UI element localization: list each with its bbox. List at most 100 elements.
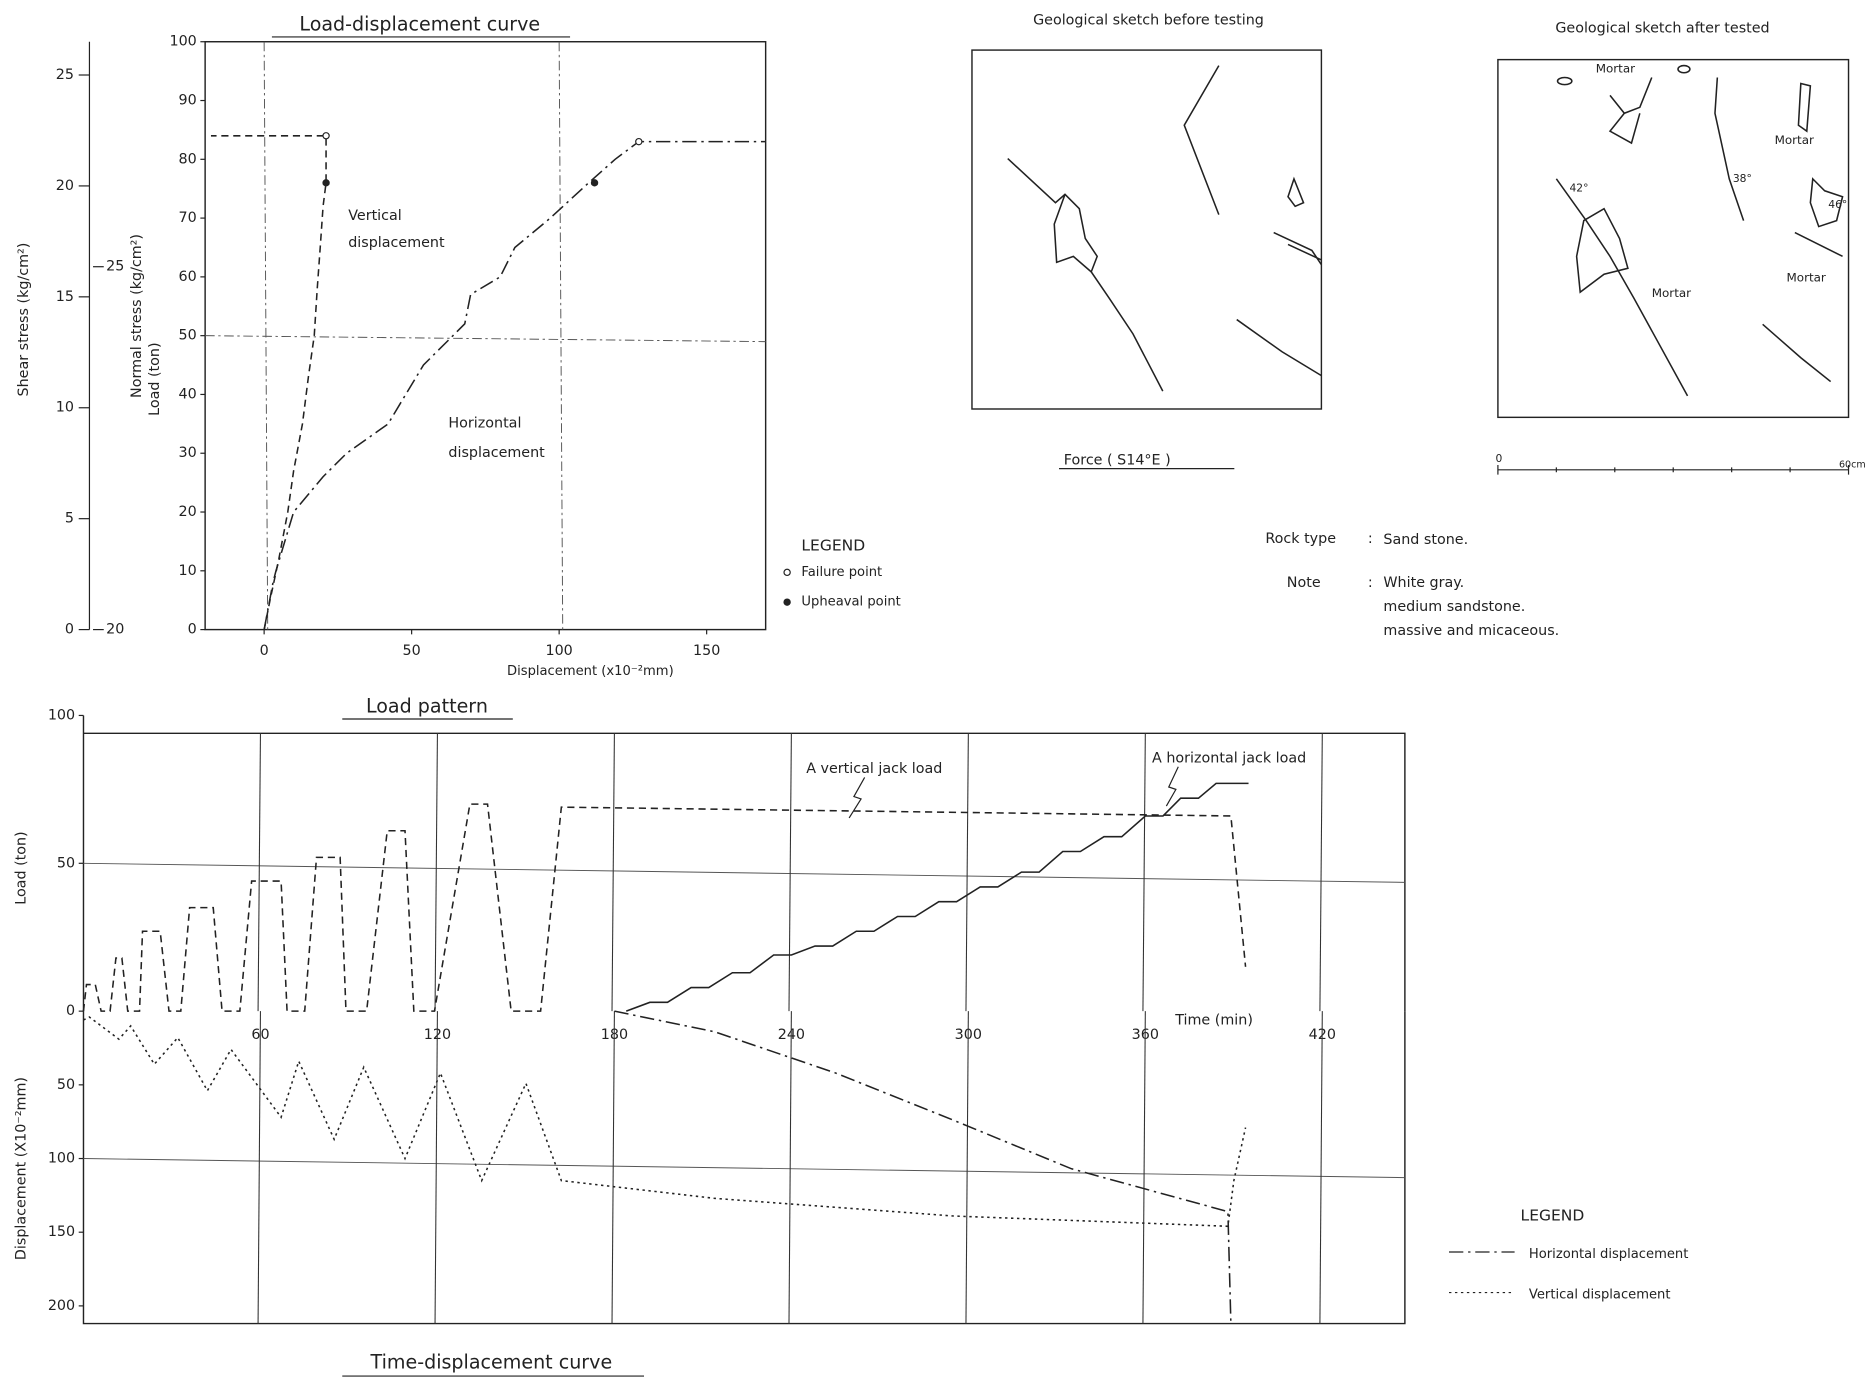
- sketch-frame: [1498, 60, 1849, 418]
- y-tick-label: 0: [188, 622, 197, 638]
- plot-frame: [83, 1011, 1404, 1323]
- point-marker: [323, 180, 329, 186]
- y-tick-label: 50: [57, 1077, 75, 1093]
- y2-tick-label: 5: [65, 511, 74, 527]
- legend-title: LEGEND: [801, 537, 865, 555]
- y-tick-label: 70: [179, 210, 197, 226]
- angle-label: 46°: [1828, 198, 1847, 211]
- y-axis-label: Load (ton): [13, 831, 29, 904]
- legend-label: Horizontal displacement: [1529, 1247, 1688, 1262]
- angle-label: 42°: [1569, 181, 1588, 194]
- y-tick-label: 80: [179, 151, 197, 167]
- page: Geological sketch before testing Force (…: [0, 0, 1870, 1382]
- annotation: A vertical jack load: [806, 761, 942, 777]
- y2-tick-label: 20: [56, 178, 74, 194]
- note-line: White gray.: [1383, 575, 1464, 591]
- point-marker: [323, 133, 329, 139]
- grid-line: [1320, 733, 1322, 1011]
- sketch-frame: [972, 50, 1321, 409]
- grid-line: [83, 1159, 1404, 1178]
- grid-line: [612, 733, 614, 1011]
- data-line: [83, 804, 1245, 1011]
- note-line: massive and micaceous.: [1383, 623, 1559, 639]
- grid-line: [612, 1011, 614, 1323]
- annotation: A horizontal jack load: [1152, 750, 1306, 766]
- y-tick-label: 60: [179, 269, 197, 285]
- legend-label: Failure point: [801, 565, 882, 580]
- grid-line: [789, 1011, 791, 1323]
- grid-line: [205, 336, 766, 342]
- angle-label: 38°: [1733, 172, 1752, 185]
- grid-line: [258, 733, 260, 1011]
- separator: :: [1368, 531, 1373, 547]
- y-tick-label: 150: [48, 1224, 75, 1240]
- point-marker: [591, 180, 597, 186]
- y-tick-label: 50: [57, 855, 75, 871]
- data-line: [83, 1017, 1245, 1226]
- annotation-pointer: [849, 777, 865, 818]
- note-label: Note: [1287, 575, 1321, 591]
- legend-title: LEGEND: [1521, 1207, 1585, 1225]
- grid-line: [258, 1011, 260, 1323]
- rock-type-label: Rock type: [1265, 531, 1336, 547]
- grid-line: [559, 42, 563, 630]
- grid-line: [1143, 1011, 1145, 1323]
- y-tick-label: 100: [169, 34, 196, 50]
- x-tick-label: 150: [693, 643, 720, 659]
- data-line: [626, 783, 1248, 1011]
- grid-line: [435, 1011, 437, 1323]
- grid-line: [966, 1011, 968, 1323]
- grid-line: [83, 863, 1404, 882]
- y-tick-label: 30: [179, 445, 197, 461]
- legend-label: Upheaval point: [801, 595, 900, 610]
- x-axis-label: Time (min): [1174, 1013, 1253, 1029]
- legend-marker: [784, 599, 790, 605]
- note-line: medium sandstone.: [1383, 599, 1525, 615]
- y-tick-label: 200: [48, 1298, 75, 1314]
- force-label: Force ( S14°E ): [1064, 452, 1171, 468]
- sketch-title: Geological sketch before testing: [1033, 12, 1264, 28]
- grid-line: [789, 733, 791, 1011]
- y-axis-label: Displacement (X10⁻²mm): [13, 1077, 29, 1260]
- point-marker: [636, 139, 642, 145]
- grid-line: [264, 42, 268, 630]
- y2-tick-label: 15: [56, 289, 74, 305]
- x-tick-label: 50: [403, 643, 421, 659]
- x-tick-label: 0: [260, 643, 269, 659]
- scale-label: 0: [1496, 452, 1503, 465]
- y2-tick-label: 10: [56, 400, 74, 416]
- y2-tick-label: 0: [65, 622, 74, 638]
- y2-tick-label: 25: [56, 67, 74, 83]
- rock-type: Sand stone.: [1383, 532, 1468, 548]
- y-tick-label: 40: [179, 386, 197, 402]
- data-line: [264, 142, 765, 630]
- data-line: [211, 136, 326, 630]
- x-tick-label: 100: [545, 643, 572, 659]
- y-tick-label: 100: [48, 707, 75, 723]
- y3-tick-label: 20: [106, 622, 124, 638]
- mortar-label: Mortar: [1787, 270, 1826, 284]
- annotation-pointer: [1166, 767, 1178, 806]
- y-tick-label: 10: [179, 563, 197, 579]
- legend-label: Vertical displacement: [1529, 1287, 1671, 1302]
- scale-label: 60cm: [1839, 460, 1866, 471]
- y3-tick-label: 25: [106, 259, 124, 275]
- grid-line: [435, 733, 437, 1011]
- sketch-title: Geological sketch after tested: [1555, 21, 1769, 37]
- crack-lines: [1556, 66, 1842, 396]
- y-tick-label: 0: [66, 1003, 75, 1019]
- grid-line: [1320, 1011, 1322, 1323]
- y-tick-label: 90: [179, 93, 197, 109]
- x-axis-label: Displacement (x10⁻²mm): [507, 664, 674, 679]
- chart-title: Load-displacement curve: [299, 14, 540, 36]
- crack-lines: [1008, 66, 1322, 392]
- chart-title: Time-displacement curve: [370, 1351, 613, 1373]
- grid-line: [966, 733, 968, 1011]
- y-axis-label: Normal stress (kg/cm²): [129, 234, 145, 398]
- separator: :: [1368, 575, 1373, 591]
- mortar-label: Mortar: [1775, 133, 1814, 147]
- chart-title: Load pattern: [366, 696, 488, 718]
- y-tick-label: 100: [48, 1151, 75, 1167]
